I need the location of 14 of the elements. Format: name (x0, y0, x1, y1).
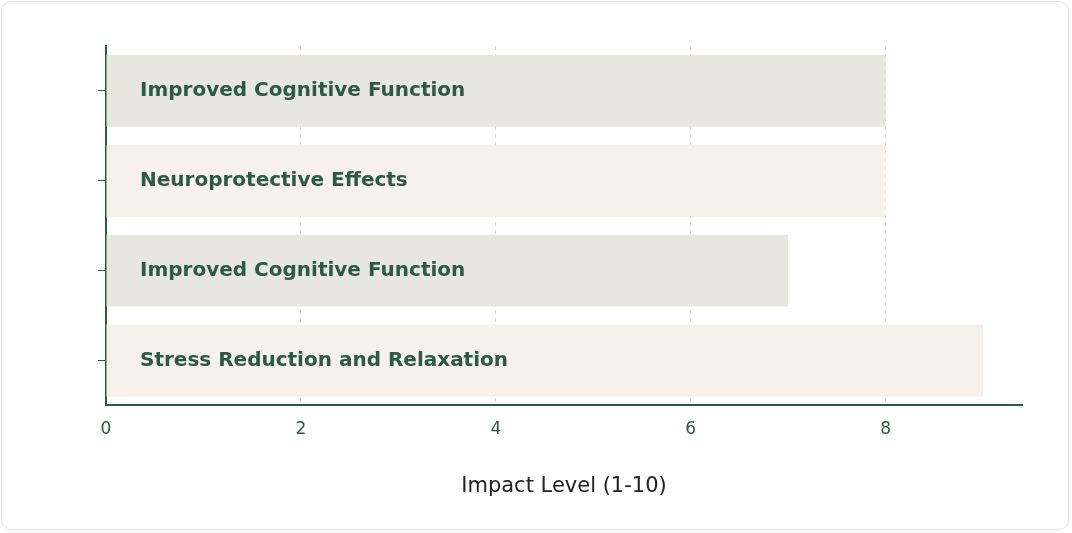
x-axis-title: Impact Level (1-10) (461, 472, 667, 497)
x-tick-label: 0 (100, 418, 112, 439)
y-tick-label: Improved Cognitive Function (140, 256, 466, 281)
y-tick-label: Neuroprotective Effects (140, 166, 408, 191)
bar (106, 324, 984, 397)
y-tick-label: Stress Reduction and Relaxation (140, 346, 509, 371)
bar (106, 234, 789, 307)
bar (106, 144, 886, 217)
bar (106, 54, 886, 127)
y-tick-label: Improved Cognitive Function (140, 77, 466, 102)
x-tick-label: 6 (685, 418, 697, 439)
x-tick-label: 2 (295, 418, 307, 439)
x-tick-label: 8 (880, 418, 891, 439)
x-tick-label: 4 (490, 418, 502, 439)
